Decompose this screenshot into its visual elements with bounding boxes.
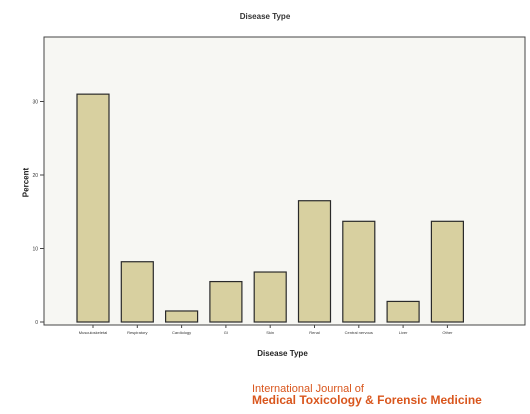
y-tick-label: 20 xyxy=(32,173,38,179)
x-axis-label: Disease Type xyxy=(257,349,308,358)
bar-central-nervous xyxy=(342,220,376,323)
y-axis-ticks: 0 10 20 30 xyxy=(32,100,44,326)
bar-liver xyxy=(386,300,420,323)
x-tick-label: Central nervous xyxy=(345,330,373,335)
bar-respiratory xyxy=(120,261,154,323)
journal-logo-text: International Journal of Medical Toxicol… xyxy=(252,383,482,407)
x-tick-label: Musculoskeletal xyxy=(79,330,108,335)
journal-line-2: Medical Toxicology & Forensic Medicine xyxy=(252,393,482,407)
bar-gi xyxy=(209,280,243,323)
x-tick-label: Skin xyxy=(266,330,274,335)
x-tick-label: Other xyxy=(442,330,453,335)
bar-cardiology xyxy=(165,310,199,323)
x-axis-ticks: Musculoskeletal Respiratory Cardiology GI Sk… xyxy=(79,325,453,335)
x-tick-label: Respiratory xyxy=(127,330,147,335)
chart-title: Disease Type xyxy=(239,12,291,21)
y-tick-label: 30 xyxy=(32,100,38,106)
x-tick-label: Renal xyxy=(309,330,320,335)
bar-skin xyxy=(253,271,287,323)
bar-renal xyxy=(297,200,332,323)
x-tick-label: Cardiology xyxy=(172,330,191,335)
y-tick-label: 0 xyxy=(35,320,38,326)
y-axis-label: Percent xyxy=(21,167,31,198)
x-tick-label: Liver xyxy=(399,330,408,335)
bar-other xyxy=(430,220,464,323)
y-tick-label: 10 xyxy=(32,247,38,253)
x-tick-label: GI xyxy=(224,330,228,335)
bar-musculoskeletal xyxy=(76,93,110,323)
bars-group xyxy=(76,93,464,323)
journal-line-1: International Journal of xyxy=(252,383,364,395)
